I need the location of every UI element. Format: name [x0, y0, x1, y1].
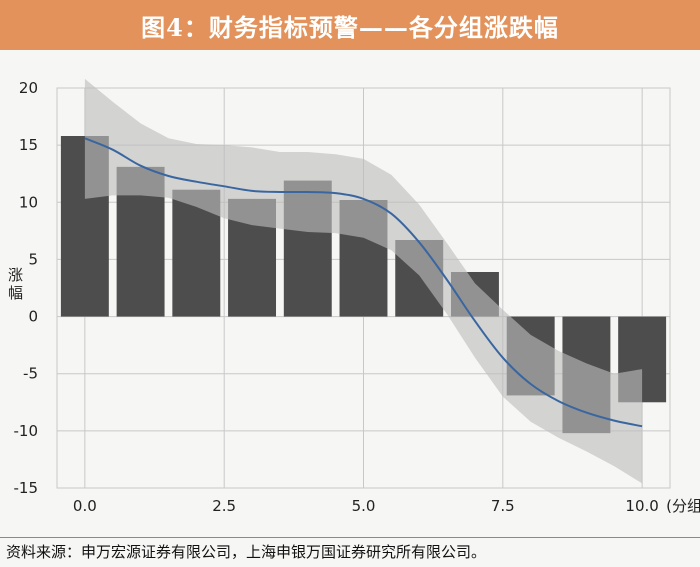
x-tick-label: 5.0: [352, 497, 376, 515]
y-tick-label: 15: [19, 136, 38, 154]
chart-title: 图4：财务指标预警——各分组涨跌幅: [141, 12, 559, 42]
trend-line: [84, 137, 643, 428]
source-note: 资料来源：申万宏源证券有限公司，上海申银万国证券研究所有限公司。: [6, 543, 487, 561]
title-bar: 图4：财务指标预警——各分组涨跌幅: [0, 0, 700, 50]
x-tick-label: 2.5: [212, 497, 236, 515]
axes: 20 15 10 5 0 -5 -10 -15 0.0 2.5 5.0 7.5 10.0 涨幅 (分组): [8, 79, 700, 515]
y-tick-label: -15: [14, 479, 39, 497]
x-tick-label: 0.0: [73, 497, 97, 515]
y-tick-label: 0: [28, 308, 38, 326]
chart-svg: 20 15 10 5 0 -5 -10 -15 0.0 2.5 5.0 7.5 10.0 涨幅 (分组): [8, 78, 700, 515]
y-tick-label: 5: [28, 250, 38, 268]
plot-border: [56, 87, 671, 489]
y-tick-label: 10: [19, 193, 38, 211]
grid-lines: [56, 87, 671, 489]
y-axis-label: 涨幅: [8, 266, 23, 302]
footer-divider: [0, 537, 700, 538]
y-tick-label: -10: [14, 422, 39, 440]
y-tick-label: -5: [23, 365, 38, 383]
x-tick-label: 7.5: [491, 497, 515, 515]
confidence-band-area: [84, 78, 643, 484]
x-axis-label: (分组): [666, 497, 700, 515]
chart-area: 20 15 10 5 0 -5 -10 -15 0.0 2.5 5.0 7.5 10.0 涨幅 (分组): [0, 50, 700, 537]
x-tick-label: 10.0: [625, 497, 658, 515]
trend-line-path: [84, 137, 643, 428]
confidence-band: [84, 78, 643, 484]
y-tick-label: 20: [19, 79, 38, 97]
